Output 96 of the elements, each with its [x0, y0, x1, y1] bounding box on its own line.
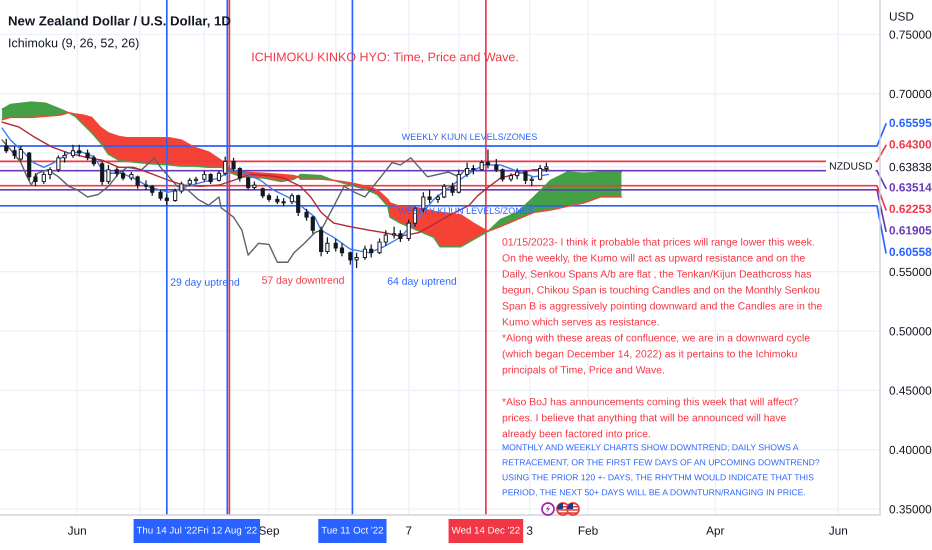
- candlestick: [144, 180, 148, 190]
- candlestick: [319, 226, 324, 257]
- y-tick-label: 0.55000: [889, 268, 932, 276]
- x-tick-label: Feb: [578, 526, 598, 535]
- candlestick: [450, 182, 455, 196]
- x-tick-label: Jun: [68, 526, 86, 535]
- candlestick: [384, 230, 388, 246]
- candlestick: [92, 154, 96, 167]
- candlestick: [260, 186, 265, 199]
- candlestick: [544, 162, 548, 173]
- candlestick: [494, 158, 498, 173]
- x-tick-label: 7: [406, 526, 412, 535]
- candlestick: [173, 188, 178, 202]
- ref-line-label: 0.60558: [889, 248, 932, 256]
- candlestick: [377, 238, 382, 255]
- candlestick: [304, 208, 309, 222]
- y-tick-label: 0.45000: [889, 386, 932, 395]
- candlestick: [202, 170, 206, 182]
- ref-line-label: 0.61905: [889, 226, 932, 235]
- candlestick: [246, 176, 250, 190]
- candlestick: [530, 176, 534, 187]
- candlestick: [325, 236, 330, 255]
- candlestick: [62, 151, 67, 164]
- candlestick: [354, 252, 359, 269]
- text: Ichimoku (9, 26, 52, 26): [9, 38, 139, 50]
- candlestick: [150, 184, 154, 196]
- candlestick: [515, 168, 520, 180]
- candlestick: [427, 189, 432, 204]
- candlestick: [106, 164, 111, 185]
- candlestick: [362, 245, 368, 260]
- candlestick: [348, 250, 352, 266]
- ref-line-label: Tue 11 Oct '22: [321, 526, 384, 534]
- candlestick: [223, 156, 228, 176]
- candlestick: [369, 244, 374, 258]
- y-tick-label: 0.75000: [889, 30, 932, 39]
- candlestick: [18, 145, 23, 162]
- candlestick: [114, 166, 119, 178]
- x-tick-label: Apr: [706, 526, 724, 538]
- candlestick: [471, 164, 476, 176]
- candlestick: [486, 148, 490, 170]
- ref-line-label: Thu 14 Jul '22: [136, 526, 197, 534]
- y-tick-label: 0.70000: [889, 90, 932, 98]
- candlestick: [442, 183, 446, 199]
- y-axis-title: USD: [890, 12, 914, 21]
- annotation: NZDUSD: [830, 162, 872, 170]
- candlestick: [392, 226, 396, 240]
- x-tick-label: Jun: [828, 526, 848, 535]
- ref-line-label: 0.64300: [889, 140, 932, 149]
- candlestick: [56, 154, 60, 173]
- text: 01/15/2023- I think it probable that prices will range lower this week. On the weekly, the Kumo will act as upward resistance and on the Daily, Senkou Spans A/b are flat , the Tenkan/Kijun Deathcross has begun, Chikou Span is touching Candles and on the Monthly Senkou Span B is aggressively pointing downward and the Candles are in the Kumo which serves as resistance. *Along with these areas of confluence, we are in a downward cycle (which began December 14, 2022) as it pertains to the Ichimoku principals of Time, Price and Wave. *Also BoJ has announcements coming this week that will affect? prices. I believe that anything that will be announced will have already been factored into price.: [502, 238, 822, 440]
- candlestick: [465, 162, 470, 178]
- candlestick: [4, 138, 8, 154]
- candlestick: [216, 170, 222, 182]
- x-tick-label: Sep: [259, 526, 280, 538]
- annotation: 64 day uptrend: [388, 277, 456, 287]
- annotation: MONTHLY AND WEEKLY CHARTS SHOW DOWNTREND; DAILY SHOWS A RETRACEMENT, OR THE FIRST FEW DAYS OF AN UPCOMING DOWNTREND? USING THE PRIOR 120 +- DAYS, THE RHYTHM WOULD INDICATE THAT THIS PERIOD, THE NEXT 50+ DAYS WILL BE A DOWNTURN/RANGING IN PRICE.: [502, 444, 820, 496]
- annotation: 57 day downtrend: [262, 276, 344, 286]
- candlestick: [310, 215, 315, 234]
- candlestick: [334, 238, 338, 252]
- candlestick: [179, 180, 184, 194]
- candlestick: [406, 218, 411, 242]
- candlestick: [136, 174, 140, 190]
- candlestick: [77, 144, 82, 158]
- candlestick: [164, 194, 169, 206]
- y-tick-label: 0.50000: [889, 327, 932, 336]
- candlestick: [48, 166, 52, 180]
- y-tick-label: 0.63838: [889, 162, 932, 172]
- ref-line-label: Fri 12 Aug '22: [198, 526, 257, 536]
- candlestick: [86, 148, 90, 161]
- candlestick: [158, 189, 163, 202]
- candlestick: [290, 192, 294, 205]
- candlestick: [208, 172, 213, 185]
- candlestick: [33, 172, 38, 187]
- candlestick: [100, 160, 104, 186]
- candlestick: [523, 170, 528, 185]
- candlestick: [340, 242, 344, 257]
- ref-line-label: 0.62253: [889, 204, 932, 214]
- candlestick: [12, 145, 17, 160]
- ref-line-label: Wed 14 Dec '22: [452, 526, 520, 534]
- candlestick: [296, 194, 300, 217]
- candlestick: [238, 166, 242, 182]
- ref-line-label: 0.63514: [889, 183, 932, 192]
- candlestick: [27, 151, 32, 181]
- x-tick-label: 3: [526, 526, 532, 535]
- candlestick: [456, 169, 461, 194]
- candlestick: [398, 230, 402, 243]
- ref-line-label: 0.65595: [889, 118, 932, 128]
- candlestick: [480, 160, 484, 172]
- candlestick: [42, 171, 46, 185]
- y-tick-label: 0.35000: [889, 505, 932, 514]
- candlestick: [500, 168, 505, 182]
- y-tick-label: 0.40000: [889, 446, 932, 454]
- candlestick: [120, 170, 126, 181]
- candlestick: [538, 164, 542, 181]
- candlestick: [70, 144, 76, 158]
- candlestick: [231, 157, 236, 172]
